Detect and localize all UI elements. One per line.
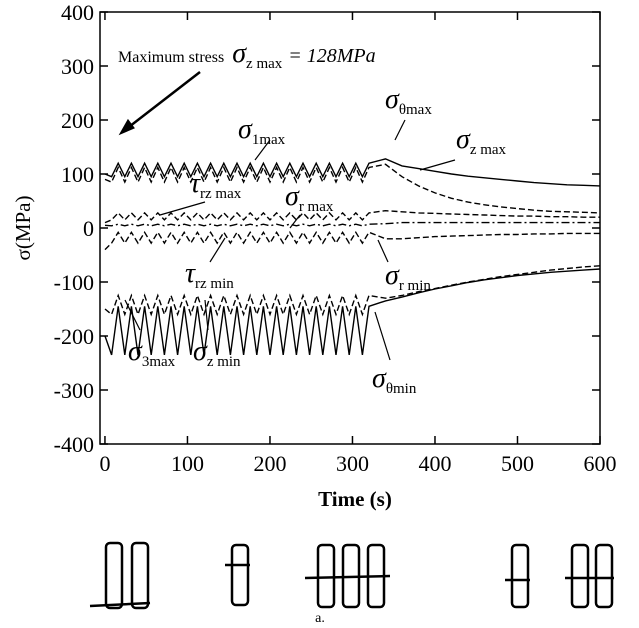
leader-line bbox=[377, 239, 389, 263]
x-tick-label: 100 bbox=[171, 451, 204, 476]
caption: a. bbox=[315, 611, 325, 626]
annotation-subscript: r min bbox=[399, 278, 432, 294]
annotation-symbol: σ bbox=[193, 336, 208, 367]
y-tick-label: 200 bbox=[61, 108, 94, 133]
leader-line bbox=[204, 299, 209, 331]
leader-lines bbox=[118, 71, 456, 361]
annotation-symbol: σ bbox=[456, 124, 471, 155]
specimen-icons bbox=[89, 541, 614, 610]
leader-line bbox=[159, 201, 206, 216]
annotation: σr max bbox=[285, 181, 334, 215]
annotation-subscript: z max bbox=[246, 56, 283, 72]
arrow-shaft bbox=[124, 71, 201, 131]
annotation-symbol: σ bbox=[285, 181, 300, 212]
annotation: σz min bbox=[193, 336, 241, 370]
data-line bbox=[104, 268, 601, 356]
annotation: σr min bbox=[385, 260, 431, 294]
annotation-symbol: σ bbox=[372, 363, 387, 394]
x-tick-label: 500 bbox=[501, 451, 534, 476]
annotation-symbol: σ bbox=[385, 260, 400, 291]
annotation-subscript: r max bbox=[299, 199, 334, 215]
leader-line bbox=[124, 299, 141, 331]
annotation-subscript: rz min bbox=[195, 276, 234, 292]
annotation-text: = 128MPa bbox=[288, 45, 375, 67]
annotation-subscript: z min bbox=[207, 354, 241, 370]
data-line bbox=[104, 209, 600, 224]
annotation: σz max bbox=[456, 124, 507, 158]
x-tick-label: 200 bbox=[253, 451, 286, 476]
annotation: σ1max bbox=[238, 114, 286, 148]
leader-line bbox=[289, 214, 301, 229]
annotation-symbol: τ bbox=[190, 168, 201, 199]
y-tick-label: -100 bbox=[54, 270, 94, 295]
leader-line bbox=[254, 139, 271, 161]
x-tick-label: 600 bbox=[584, 451, 617, 476]
data-line bbox=[104, 230, 600, 251]
annotation: τrz max bbox=[190, 168, 242, 202]
y-tick-label: 0 bbox=[83, 216, 94, 241]
annotation-symbol: τ bbox=[185, 258, 196, 289]
plot-frame bbox=[99, 11, 601, 445]
annotation: σθmax bbox=[385, 84, 432, 118]
annotation-symbol: σ bbox=[385, 84, 400, 115]
leader-line bbox=[394, 119, 406, 141]
data-line bbox=[104, 158, 601, 187]
annotation-subscript: rz max bbox=[200, 186, 242, 202]
leader-line bbox=[374, 311, 391, 361]
annotation: Maximum stress σz max = 128MPa bbox=[118, 38, 376, 72]
x-tick-label: 300 bbox=[336, 451, 369, 476]
y-tick-label: -400 bbox=[54, 432, 94, 457]
annotation-symbol: σ bbox=[238, 114, 253, 145]
y-tick-label: -300 bbox=[54, 378, 94, 403]
arrow-head bbox=[118, 118, 135, 136]
annotation: σ3max bbox=[128, 336, 176, 370]
annotation-text: Maximum stress bbox=[118, 49, 224, 66]
x-tick-label: 0 bbox=[99, 451, 110, 476]
annotation-subscript: θmin bbox=[386, 381, 417, 397]
annotation: σθmin bbox=[372, 363, 417, 397]
annotation-subscript: 1max bbox=[252, 132, 286, 148]
y-tick-label: 100 bbox=[61, 162, 94, 187]
x-axis-label: Time (s) bbox=[318, 487, 392, 511]
annotation-subscript: z max bbox=[470, 142, 507, 158]
y-tick-label: 300 bbox=[61, 54, 94, 79]
annotation-symbol: σ bbox=[232, 38, 247, 69]
annotation-subscript: 3max bbox=[142, 354, 176, 370]
annotation-subscript: θmax bbox=[399, 102, 433, 118]
leader-line bbox=[209, 237, 226, 263]
data-line bbox=[104, 221, 600, 227]
leader-line bbox=[419, 159, 456, 171]
y-tick-label: 400 bbox=[61, 0, 94, 25]
annotation-symbol: σ bbox=[128, 336, 143, 367]
x-tick-label: 400 bbox=[418, 451, 451, 476]
y-tick-label: -200 bbox=[54, 324, 94, 349]
annotation: τrz min bbox=[185, 258, 234, 292]
data-line bbox=[104, 265, 601, 317]
data-line bbox=[104, 163, 601, 214]
y-axis-label: σ(MPa) bbox=[11, 196, 35, 261]
